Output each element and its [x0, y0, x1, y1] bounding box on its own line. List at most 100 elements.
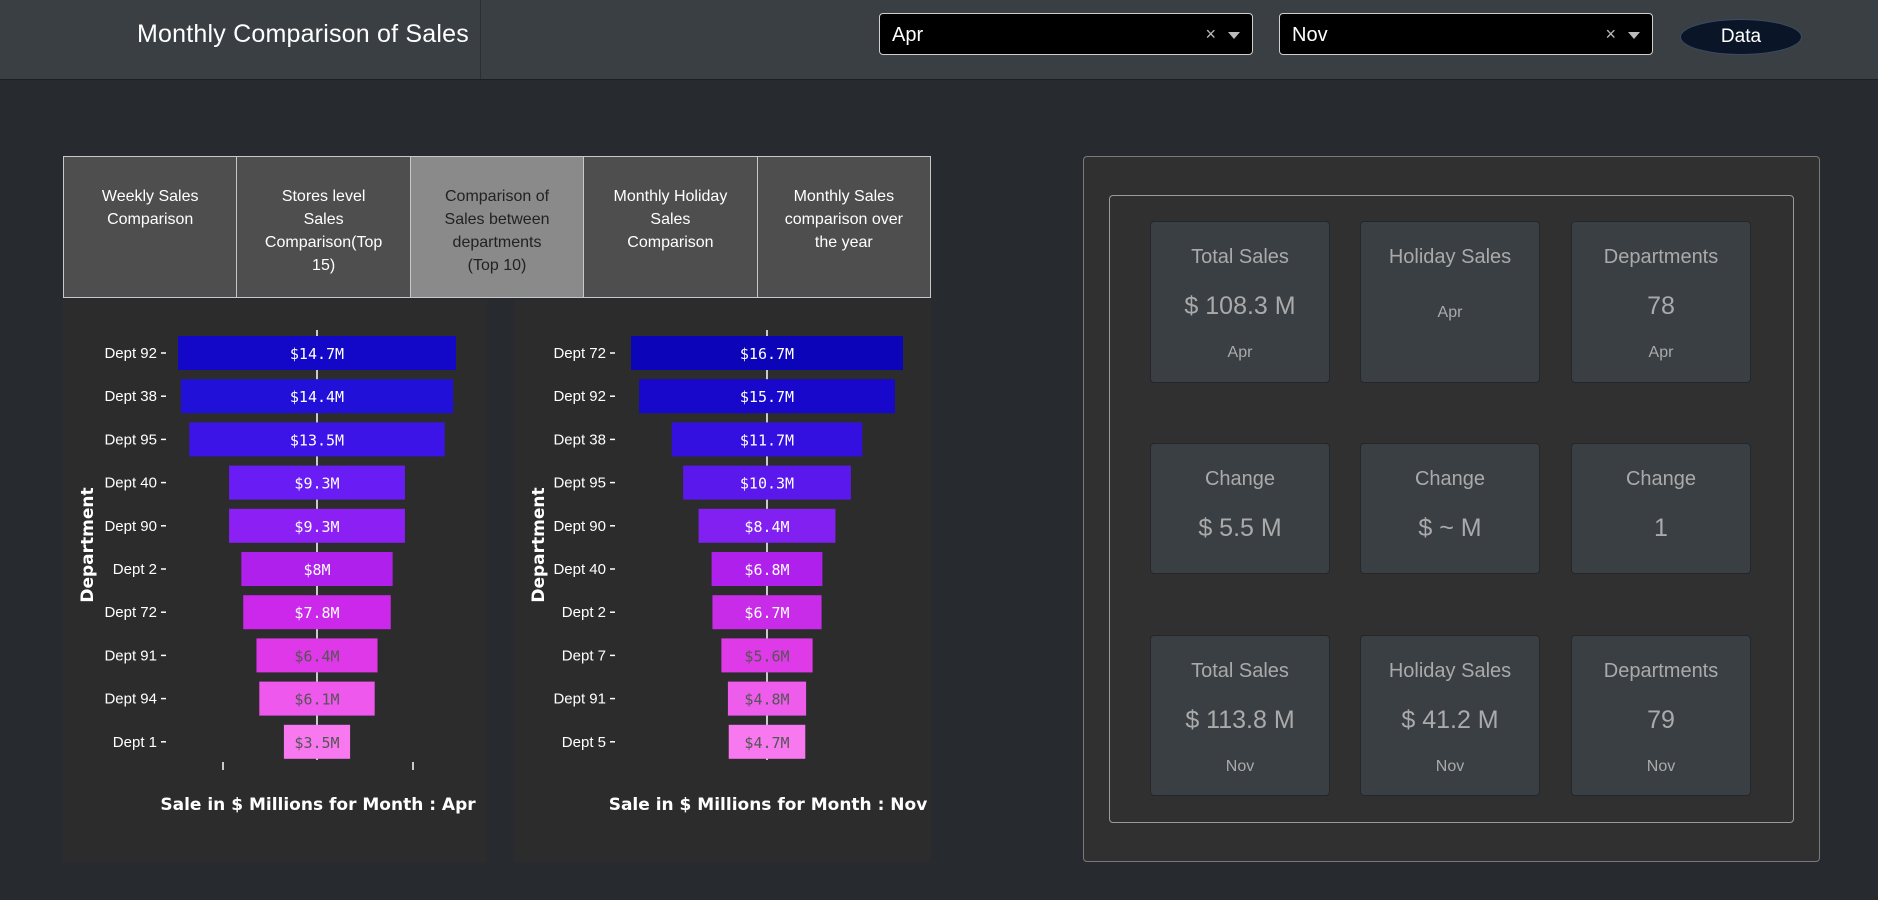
category-tick-label: Dept 92	[553, 388, 606, 405]
chart-panel-month-a: $14.7M Dept 92 $14.4M Dept 38 $13.5M Dept 95 $…	[63, 300, 487, 862]
title-divider	[480, 0, 481, 79]
bar-value-label: $6.8M	[744, 561, 789, 579]
bar-value-label: $8M	[303, 561, 330, 579]
card-value: $ 113.8 M	[1185, 706, 1295, 734]
bar-value-label: $6.7M	[744, 604, 789, 622]
funnel-bar	[727, 681, 807, 716]
category-tick-label: Dept 90	[553, 518, 606, 535]
category-tick-label: Dept 40	[553, 561, 606, 578]
top-header: Monthly Comparison of Sales Apr × Nov × …	[0, 0, 1878, 80]
funnel-bar	[631, 336, 903, 370]
tab-bar: Weekly Sales Comparison Stores level Sal…	[63, 156, 931, 298]
card-value: 1	[1654, 514, 1668, 542]
bar-value-label: $9.3M	[294, 475, 339, 493]
change-total-sales-card: Change $ 5.5 M	[1150, 443, 1330, 574]
category-tick-label: Dept 38	[553, 431, 606, 448]
tab-weekly-sales[interactable]: Weekly Sales Comparison	[64, 157, 238, 297]
departments-card-a: Departments 78 Apr	[1571, 221, 1751, 383]
category-tick-label: Dept 95	[553, 475, 606, 492]
category-tick-label: Dept 2	[113, 561, 157, 578]
funnel-bar	[229, 465, 405, 500]
tab-holiday-sales[interactable]: Monthly Holiday Sales Comparison	[584, 157, 758, 297]
clear-month-a-icon[interactable]: ×	[1205, 24, 1216, 44]
funnel-bar	[241, 552, 393, 586]
card-value: 78	[1647, 292, 1675, 320]
card-month: Apr	[1648, 344, 1674, 361]
funnel-bar	[189, 422, 445, 457]
tab-label: Monthly Holiday Sales Comparison	[613, 188, 728, 251]
category-tick-label: Dept 91	[104, 647, 157, 664]
card-label: Departments	[1603, 660, 1719, 682]
month-a-select[interactable]: Apr ×	[879, 13, 1253, 55]
card-month: Nov	[1646, 758, 1676, 775]
category-tick-label: Dept 40	[104, 475, 157, 492]
funnel-bar	[728, 724, 806, 759]
chevron-down-icon[interactable]	[1628, 32, 1640, 39]
bar-value-label: $5.6M	[744, 647, 789, 665]
chevron-down-icon[interactable]	[1228, 32, 1240, 39]
x-axis-title: Sale in $ Millions for Month : Nov	[609, 795, 928, 815]
bar-value-label: $3.5M	[294, 734, 339, 752]
tab-label: Monthly Sales comparison over the year	[784, 188, 903, 251]
category-tick-label: Dept 7	[562, 647, 606, 664]
funnel-bar	[180, 379, 454, 414]
tab-label: Comparison of Sales between departments …	[444, 188, 550, 274]
tab-yearly-comparison[interactable]: Monthly Sales comparison over the year	[757, 157, 931, 297]
funnel-chart-month-a: $14.7M Dept 92 $14.4M Dept 38 $13.5M Dept 95 $…	[78, 330, 476, 815]
change-holiday-sales-card: Change $ ~ M	[1360, 443, 1540, 574]
change-departments-card: Change 1	[1571, 443, 1751, 574]
funnel-bar	[256, 638, 378, 673]
category-tick-label: Dept 95	[104, 431, 157, 448]
tab-label: Weekly Sales Comparison	[101, 188, 199, 228]
summary-inner-panel	[1109, 195, 1794, 823]
funnel-bar	[229, 508, 405, 543]
funnel-bar	[698, 508, 836, 543]
card-label: Change	[1414, 468, 1486, 490]
page-title: Monthly Comparison of Sales	[137, 20, 469, 48]
month-b-select[interactable]: Nov ×	[1279, 13, 1653, 55]
bar-value-label: $6.1M	[294, 691, 339, 709]
card-value: $ 41.2 M	[1401, 706, 1499, 734]
data-button[interactable]: Data	[1680, 19, 1802, 55]
tab-stores-level[interactable]: Stores level Sales Comparison(Top 15)	[237, 157, 411, 297]
category-tick-label: Dept 90	[104, 518, 157, 535]
category-tick-label: Dept 38	[104, 388, 157, 405]
bar-value-label: $4.7M	[744, 734, 789, 752]
card-label: Change	[1204, 468, 1276, 490]
bar-value-label: $6.4M	[294, 647, 339, 665]
funnel-bar	[712, 595, 822, 630]
tab-department-comparison[interactable]: Comparison of Sales between departments …	[410, 157, 585, 297]
funnel-bar	[639, 379, 895, 414]
card-value: $ 108.3 M	[1184, 292, 1296, 320]
holiday-sales-card-a: Holiday Sales Apr	[1360, 221, 1540, 383]
month-a-value: Apr	[892, 24, 924, 46]
card-value: $ 5.5 M	[1198, 514, 1282, 542]
category-tick-label: Dept 92	[104, 345, 157, 362]
card-label: Total Sales	[1191, 246, 1289, 268]
card-value: 79	[1647, 706, 1675, 734]
bar-value-label: $15.7M	[740, 388, 794, 406]
funnel-bar	[683, 465, 851, 500]
total-sales-card-a: Total Sales $ 108.3 M Apr	[1150, 221, 1330, 383]
y-axis-title: Department	[529, 487, 549, 602]
tab-label: Stores level Sales Comparison(Top 15)	[264, 188, 383, 274]
x-axis-title: Sale in $ Millions for Month : Apr	[160, 795, 476, 815]
category-tick-label: Dept 5	[562, 734, 606, 751]
funnel-bar	[283, 724, 351, 759]
bar-value-label: $14.4M	[290, 388, 344, 406]
bar-value-label: $9.3M	[294, 518, 339, 536]
card-label: Total Sales	[1191, 660, 1289, 682]
bar-value-label: $7.8M	[294, 604, 339, 622]
card-month: Apr	[1437, 304, 1463, 321]
funnel-bar	[721, 638, 813, 673]
bar-value-label: $8.4M	[744, 518, 789, 536]
month-b-value: Nov	[1292, 24, 1328, 46]
funnel-chart-month-b: $16.7M Dept 72 $15.7M Dept 92 $11.7M Dept 38 $…	[529, 330, 928, 815]
card-month: Nov	[1435, 758, 1465, 775]
funnel-bar	[259, 681, 375, 716]
clear-month-b-icon[interactable]: ×	[1605, 24, 1616, 44]
card-label: Departments	[1603, 246, 1719, 268]
holiday-sales-card-b: Holiday Sales $ 41.2 M Nov	[1360, 635, 1540, 796]
card-value: $ ~ M	[1418, 514, 1482, 542]
bar-value-label: $13.5M	[290, 431, 344, 449]
